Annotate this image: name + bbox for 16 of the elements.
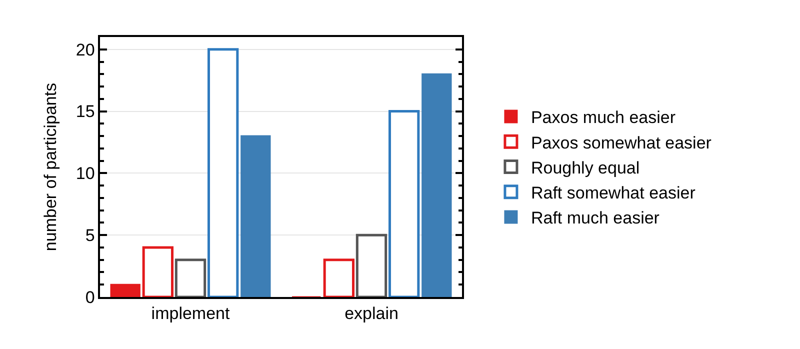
y-tick-label: 20: [76, 40, 95, 60]
y-tick-label: 0: [85, 288, 95, 307]
y-tick-label: 15: [76, 102, 95, 122]
bar: [110, 284, 140, 297]
legend-label: Raft much easier: [530, 208, 660, 228]
y-tick-label: 5: [85, 226, 95, 246]
bar: [422, 73, 452, 297]
legend-label: Paxos much easier: [530, 108, 676, 128]
legend-label: Paxos somewhat easier: [530, 133, 712, 152]
legend-label: Roughly equal: [530, 158, 640, 178]
y-axis-title: number of participants: [40, 82, 60, 252]
x-tick-label: explain: [344, 304, 398, 324]
x-tick-label: implement: [151, 304, 230, 324]
y-tick-label: 10: [76, 164, 95, 184]
bar: [240, 135, 271, 297]
legend-label: Raft somewhat easier: [530, 183, 696, 202]
